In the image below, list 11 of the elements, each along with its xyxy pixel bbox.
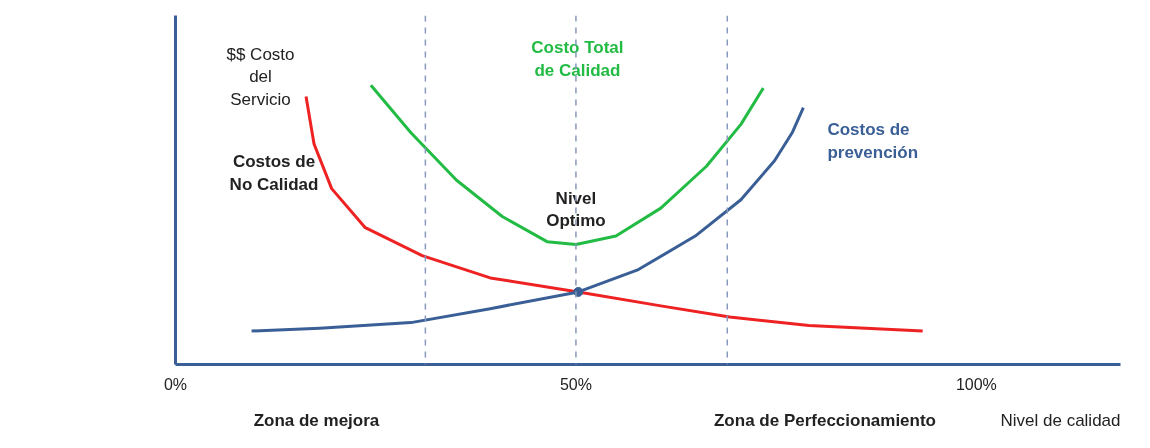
- x-tick-label: 50%: [559, 375, 592, 393]
- x-tick-label: 100%: [955, 375, 997, 393]
- series-label: Costos de No Calidad: [229, 152, 319, 195]
- x-axis-title: Nivel de calidad: [1000, 411, 1121, 430]
- y-axis-title: $$ Costo del Servicio: [226, 44, 295, 110]
- text: Zona de mejora: [253, 411, 380, 430]
- annotation: Nivel Optimo: [546, 188, 606, 231]
- x-tick-label: 0%: [163, 375, 188, 393]
- series-label: Costos de prevención: [827, 120, 919, 163]
- text: Zona de Perfeccionamiento: [713, 411, 936, 430]
- text: Costo Total de Calidad: [531, 37, 624, 80]
